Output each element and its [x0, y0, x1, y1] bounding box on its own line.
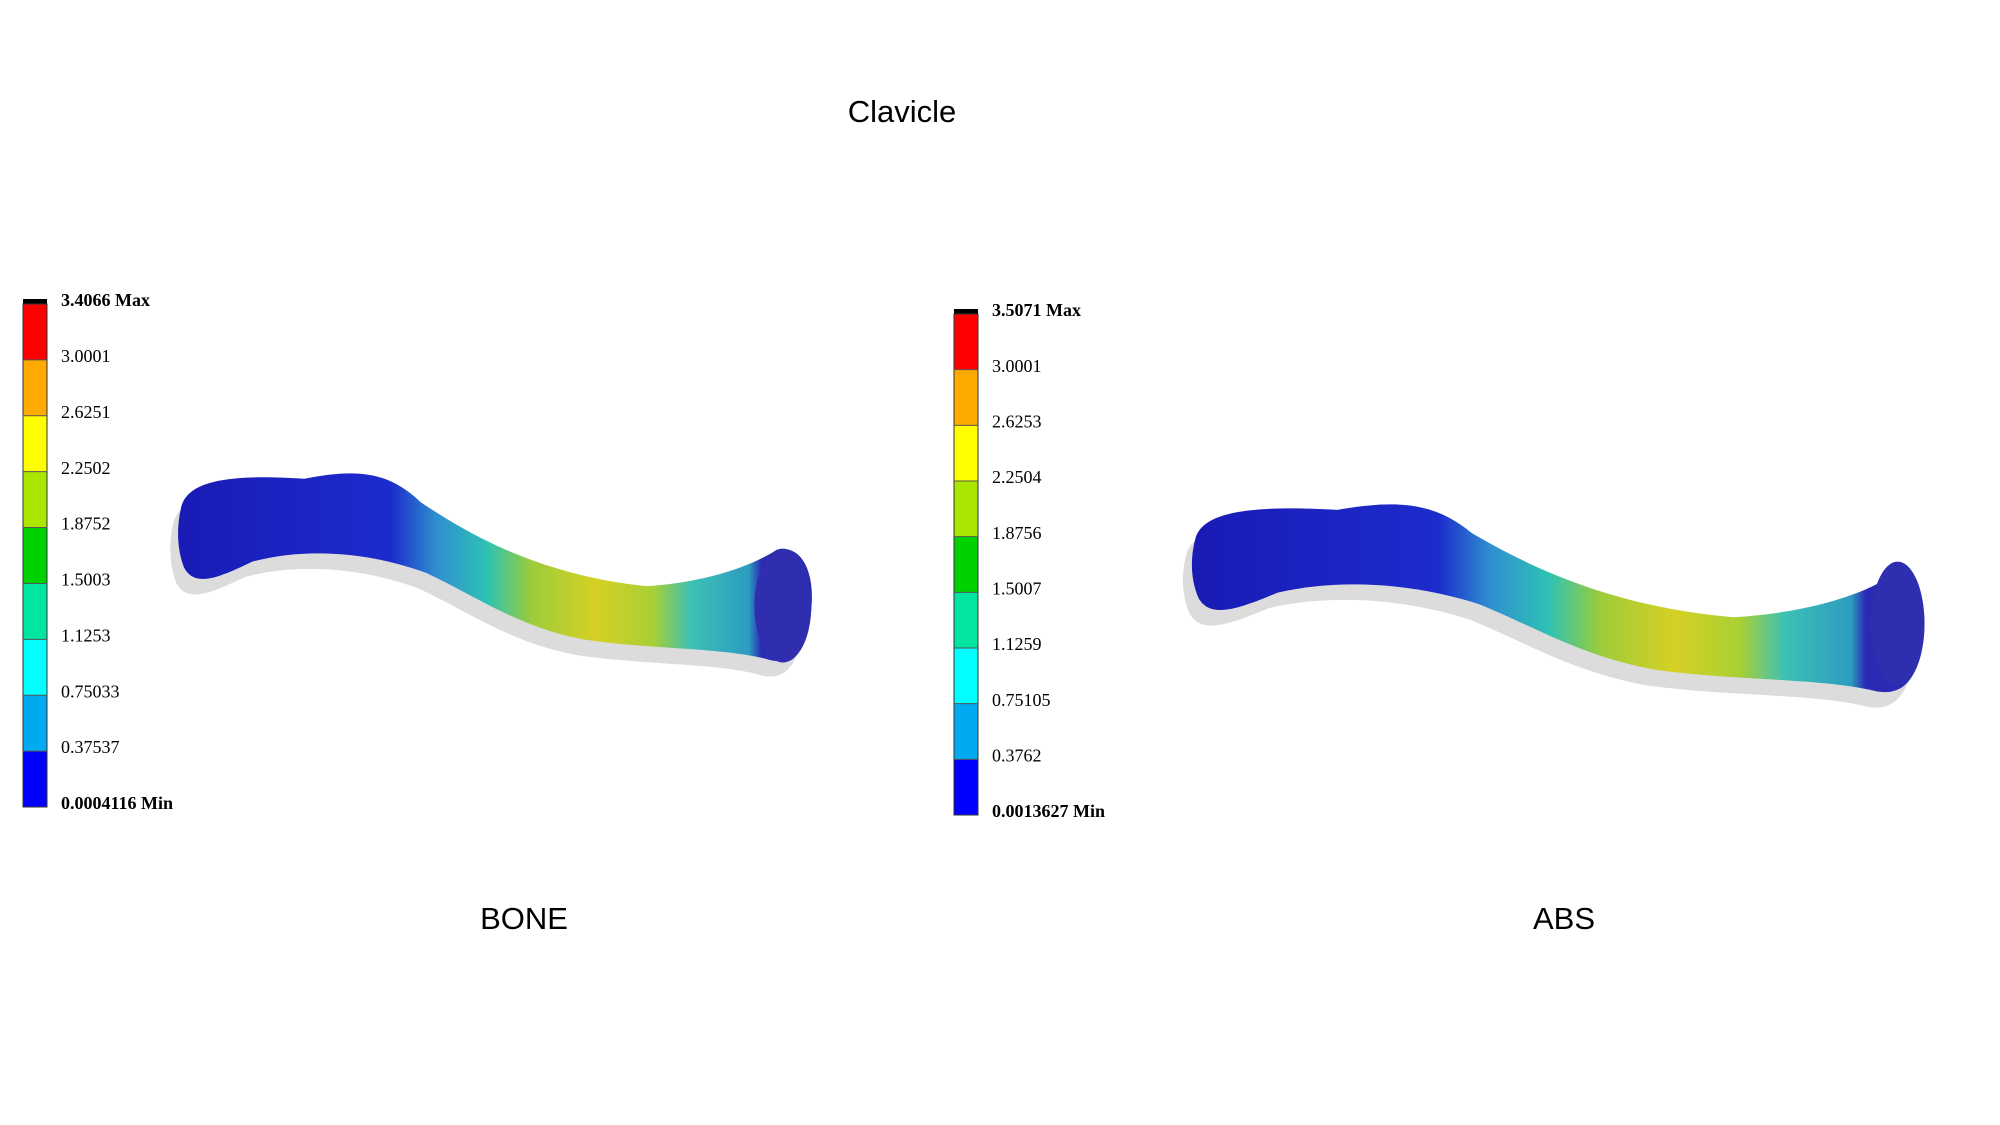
legend-frame: [953, 313, 979, 816]
legend-min: 0.0013627 Min: [992, 801, 1105, 821]
legend-level: 1.5007: [992, 578, 1042, 598]
legend-level: 1.5003: [61, 570, 111, 590]
legend-cap: [954, 309, 978, 314]
legend-band: [23, 304, 47, 360]
panel-caption: ABS: [1533, 901, 1595, 936]
legend-level: 1.1259: [992, 634, 1042, 654]
abs-model: [1182, 504, 1925, 708]
legend-band: [954, 759, 978, 815]
legend-level: 2.2504: [992, 467, 1042, 487]
model-end: [1870, 561, 1925, 686]
legend-level: 3.0001: [992, 356, 1042, 376]
legend-band: [23, 415, 47, 472]
model-end: [754, 548, 812, 663]
legend-band: [954, 703, 978, 760]
legend-max: 3.4066 Max: [61, 290, 150, 310]
legend-level: 3.0001: [61, 346, 111, 366]
legend-band: [954, 369, 978, 426]
legend-level: 2.2502: [61, 458, 111, 478]
legend-level: 1.8752: [61, 514, 111, 534]
legend-band: [954, 648, 978, 704]
legend-level: 0.75105: [992, 690, 1051, 710]
legend-max: 3.5071 Max: [992, 300, 1081, 320]
legend-min: 0.0004116 Min: [61, 793, 173, 813]
legend-band: [954, 592, 978, 648]
legend-level: 0.75033: [61, 681, 120, 701]
legend-band: [23, 751, 47, 807]
legend-frame: [22, 303, 48, 808]
legend-band: [954, 425, 978, 481]
legend-band: [23, 359, 47, 416]
legend-level: 0.37537: [61, 737, 120, 757]
legend-band: [954, 536, 978, 593]
legend-band: [23, 527, 47, 584]
legend-cap: [23, 299, 47, 304]
legend-band: [954, 314, 978, 370]
legend-level: 1.1253: [61, 625, 111, 645]
legend-level: 2.6253: [992, 411, 1042, 431]
legend-band: [23, 583, 47, 640]
legend-band: [954, 481, 978, 537]
legend-band: [23, 471, 47, 528]
bone-model: [170, 473, 812, 677]
panel-caption: BONE: [480, 901, 568, 936]
legend-band: [23, 639, 47, 696]
figure-title: Clavicle: [848, 94, 957, 129]
legend-level: 2.6251: [61, 402, 111, 422]
legend-level: 0.3762: [992, 745, 1042, 765]
legend-band: [23, 695, 47, 752]
legend-level: 1.8756: [992, 523, 1042, 543]
